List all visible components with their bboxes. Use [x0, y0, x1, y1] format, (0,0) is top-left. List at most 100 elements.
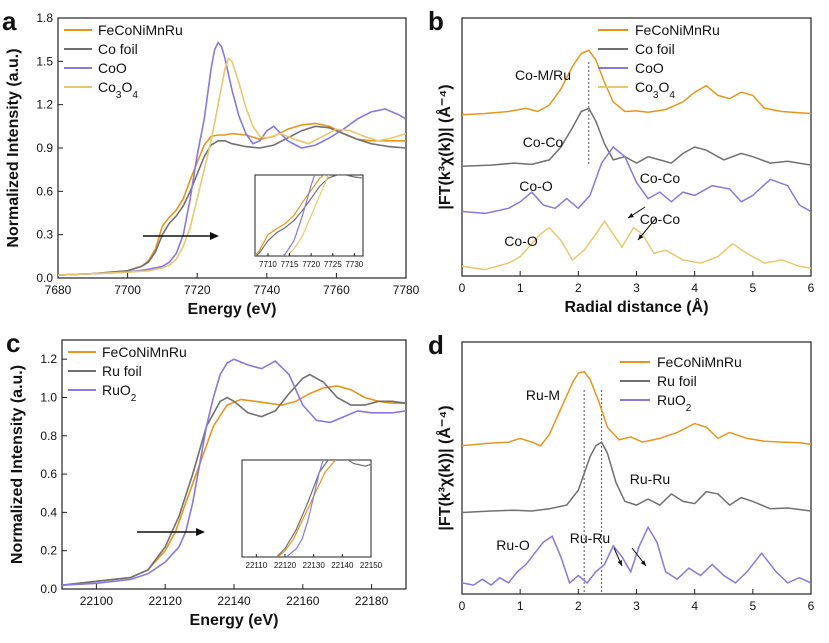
inset-tick-label: 7730 — [345, 260, 363, 269]
series-line-ru-foil — [462, 441, 811, 514]
series-line-feconimnru — [58, 122, 406, 276]
y-axis-label: Normalized Intensity (a.u.) — [9, 365, 26, 564]
peak-annotation: Ru-M — [526, 387, 560, 403]
inset-tick-label: 22120 — [274, 561, 297, 570]
x-tick-label: 22100 — [80, 594, 114, 608]
y-tick-label: 0.2 — [40, 544, 57, 558]
x-tick-label: 2 — [575, 281, 582, 295]
legend-text-part: RuO — [102, 382, 131, 398]
series-line-co3o4 — [462, 219, 811, 271]
x-tick-label: 7720 — [184, 283, 211, 297]
peak-annotation: Co-O — [519, 178, 553, 194]
y-tick-label: 0.0 — [40, 582, 57, 596]
legend-label: RuO2 — [657, 392, 692, 414]
x-tick-label: 0 — [459, 281, 466, 295]
series-line-feconimnru — [462, 370, 811, 447]
legend-text-part: Co — [98, 79, 116, 95]
y-tick-label: 0.3 — [36, 228, 53, 242]
inset-frame — [254, 174, 364, 257]
series-line-co3o4 — [58, 57, 406, 276]
inset-series-line — [255, 175, 363, 256]
inset-tick-label: 22140 — [331, 561, 354, 570]
series-line-feconimnru — [62, 385, 406, 586]
x-tick-label: 6 — [808, 599, 815, 613]
legend-text-part: 4 — [669, 90, 675, 101]
inset-series-line — [276, 460, 337, 557]
inset-frame — [241, 459, 372, 558]
y-tick-label: 1.2 — [40, 352, 57, 366]
inset-series-line — [255, 175, 326, 256]
x-tick-label: 1 — [517, 599, 524, 613]
x-tick-label: 3 — [633, 281, 640, 295]
peak-annotation: Ru-O — [496, 537, 530, 553]
peak-annotation: Ru-Ru — [630, 471, 670, 487]
x-tick-label: 4 — [691, 281, 698, 295]
inset-tick-label: 7710 — [259, 260, 277, 269]
x-tick-label: 7680 — [45, 283, 72, 297]
x-tick-label: 22180 — [355, 594, 389, 608]
x-axis-label: Energy (eV) — [190, 612, 279, 629]
series-line-ru-foil — [62, 373, 406, 586]
legend-text-part: O — [658, 79, 669, 95]
x-tick-label: 5 — [749, 599, 756, 613]
legend-label: Co3O4 — [635, 79, 675, 101]
series-line-feconimnru — [462, 49, 811, 116]
y-tick-label: 0.0 — [36, 271, 53, 285]
legend-label: RuO2 — [102, 382, 137, 404]
legend-text-part: Co — [635, 79, 653, 95]
legend-label: FeCoNiMnRu — [102, 344, 187, 360]
panel-label: b — [428, 6, 444, 36]
series-line-ruo2 — [462, 525, 811, 587]
inset-series-line — [285, 460, 324, 557]
inset-series-line — [275, 460, 371, 557]
y-tick-label: 0.6 — [36, 184, 53, 198]
annotation-arrow-head — [617, 560, 622, 566]
legend-text-part: O — [121, 79, 132, 95]
legend-text-part: 3 — [653, 90, 659, 101]
inset-tick-label: 7725 — [324, 260, 342, 269]
x-tick-label: 7700 — [114, 283, 141, 297]
panel-a: 7680 7700 7720 7740 7760 7780 0.0 0.3 0.6 0.9 1.2 1… — [2, 6, 420, 318]
peak-annotation: Co-Co — [640, 170, 681, 186]
x-axis-label: Energy (eV) — [188, 301, 277, 318]
legend-text-part: 2 — [131, 393, 137, 404]
y-tick-label: 0.4 — [40, 505, 57, 519]
legend-label: Co foil — [635, 41, 675, 57]
annotation-arrow-head — [640, 560, 646, 566]
legend-text-part: 2 — [686, 403, 692, 414]
inset-tick-label: 22110 — [246, 561, 268, 570]
x-tick-label: 5 — [749, 281, 756, 295]
y-tick-label: 0.6 — [40, 467, 57, 481]
legend-label: FeCoNiMnRu — [657, 354, 742, 370]
x-tick-label: 4 — [691, 599, 698, 613]
y-axis-label: |FT(k³χ(k))| (Å⁻⁴) — [435, 84, 454, 209]
x-tick-label: 6 — [808, 281, 815, 295]
y-tick-label: 0.9 — [36, 141, 53, 155]
inset-tick-label: 7715 — [281, 260, 299, 269]
x-tick-label: 22140 — [217, 594, 251, 608]
peak-annotation: Co-Co — [523, 134, 564, 150]
inset-tick-label: 7720 — [302, 260, 320, 269]
panel-label: d — [428, 330, 444, 360]
legend-label: CoO — [98, 60, 127, 76]
legend-label: Ru foil — [657, 373, 697, 389]
x-tick-label: 1 — [517, 281, 524, 295]
y-tick-label: 1.5 — [36, 54, 53, 68]
inset: 7710 7715 7720 7725 7730 — [254, 174, 364, 269]
x-tick-label: 7740 — [253, 283, 280, 297]
x-tick-label: 22120 — [149, 594, 183, 608]
annotation-arrow-head — [638, 234, 644, 240]
y-tick-label: 0.8 — [40, 429, 57, 443]
peak-annotation: Ru-Ru — [570, 530, 610, 546]
peak-annotation: Co-O — [504, 233, 538, 249]
legend-label: Ru foil — [102, 363, 142, 379]
y-tick-label: 1.2 — [36, 98, 53, 112]
legend-label: Co3O4 — [98, 79, 138, 101]
x-tick-label: 7780 — [393, 283, 420, 297]
x-tick-label: 3 — [633, 599, 640, 613]
x-tick-label: 7760 — [323, 283, 350, 297]
inset-tick-label: 22130 — [303, 561, 326, 570]
legend-label: CoO — [635, 60, 664, 76]
